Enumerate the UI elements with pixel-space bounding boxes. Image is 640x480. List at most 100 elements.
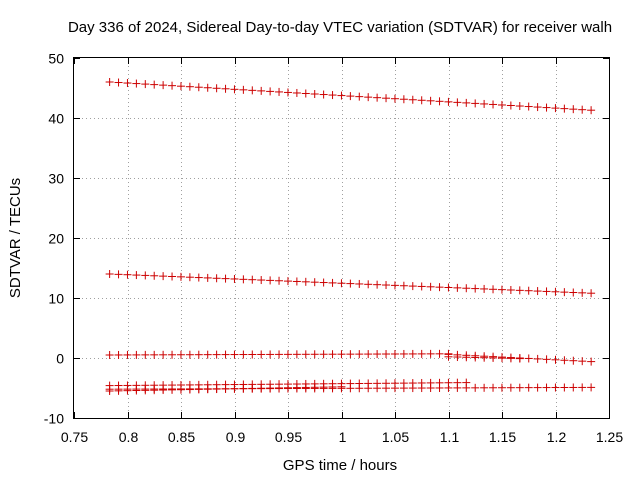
- data-point: [168, 272, 177, 281]
- data-point: [426, 384, 435, 392]
- data-point: [301, 350, 310, 359]
- data-point: [230, 384, 239, 393]
- data-point: [417, 282, 426, 291]
- data-point: [301, 277, 310, 286]
- data-point: [132, 386, 141, 395]
- data-point: [542, 287, 551, 296]
- data-point: [185, 82, 194, 91]
- data-point: [408, 384, 417, 393]
- data-point: [141, 80, 150, 89]
- data-point: [248, 275, 257, 284]
- data-point: [453, 98, 462, 107]
- data-point: [159, 350, 168, 359]
- data-point: [266, 384, 275, 393]
- data-point: [480, 383, 489, 392]
- data-point: [524, 354, 533, 363]
- data-point: [382, 281, 391, 290]
- data-point: [346, 384, 355, 393]
- data-point: [230, 274, 239, 283]
- data-point: [533, 287, 542, 296]
- data-point: [444, 352, 453, 361]
- data-point: [355, 384, 364, 393]
- data-point: [435, 383, 444, 392]
- data-point: [489, 285, 498, 294]
- data-point: [399, 95, 408, 104]
- data-point: [390, 94, 399, 103]
- data-point: [462, 98, 471, 107]
- data-point: [426, 96, 435, 105]
- data-point: [194, 83, 203, 92]
- data-point: [578, 357, 587, 366]
- data-point: [453, 383, 462, 392]
- data-point: [123, 79, 132, 88]
- data-point: [489, 353, 498, 362]
- data-point: [319, 350, 328, 359]
- data-point: [355, 92, 364, 101]
- data-point: [515, 383, 524, 392]
- data-point: [292, 350, 301, 359]
- data-point: [194, 350, 203, 359]
- data-point: [230, 85, 239, 94]
- data-point: [435, 97, 444, 106]
- data-point: [417, 96, 426, 105]
- data-point: [168, 385, 177, 394]
- x-tick-label: 1.1: [440, 429, 460, 445]
- data-point: [310, 278, 319, 287]
- grid-lines: [74, 58, 609, 418]
- data-point: [203, 273, 212, 282]
- data-point: [444, 283, 453, 292]
- data-point: [399, 281, 408, 290]
- data-point: [176, 350, 185, 359]
- data-point: [221, 384, 230, 393]
- y-tick-label: 40: [48, 111, 64, 127]
- data-point: [551, 287, 560, 296]
- data-points: [105, 78, 596, 395]
- data-point: [471, 383, 480, 392]
- data-point: [337, 382, 346, 391]
- data-point: [497, 285, 506, 294]
- data-point: [364, 93, 373, 102]
- data-point: [319, 383, 328, 392]
- data-point: [506, 286, 515, 294]
- data-point: [257, 86, 266, 95]
- data-point: [471, 99, 480, 108]
- data-point: [373, 350, 382, 359]
- data-point: [194, 385, 203, 394]
- data-point: [275, 383, 284, 392]
- data-point: [364, 280, 373, 289]
- data-point: [328, 350, 337, 359]
- x-tick-label: 0.95: [275, 429, 302, 445]
- data-point: [542, 383, 551, 392]
- data-point: [587, 383, 596, 392]
- data-point: [578, 383, 587, 392]
- x-tick-label: 0.75: [61, 429, 88, 445]
- plot-frame: [73, 57, 610, 419]
- data-point: [194, 273, 203, 282]
- data-point: [105, 270, 114, 278]
- data-point: [435, 283, 444, 292]
- data-point: [257, 384, 266, 393]
- data-point: [123, 270, 132, 279]
- data-point: [283, 277, 292, 286]
- data-point: [132, 271, 141, 280]
- y-tick-label: 20: [48, 231, 64, 247]
- data-point: [141, 350, 150, 359]
- data-point: [569, 383, 578, 392]
- data-point: [497, 100, 506, 109]
- data-point: [587, 106, 596, 115]
- data-point: [382, 384, 391, 393]
- data-point: [319, 278, 328, 287]
- data-point: [212, 274, 221, 283]
- data-point: [275, 87, 284, 96]
- axis-ticks: [74, 58, 610, 419]
- data-point: [185, 273, 194, 282]
- data-point: [515, 286, 524, 295]
- data-point: [408, 349, 417, 358]
- data-point: [524, 102, 533, 111]
- data-point: [515, 354, 524, 363]
- data-point: [168, 81, 177, 90]
- y-tick-labels: -10 0 10 20 30 40 50: [44, 51, 64, 427]
- data-point: [310, 350, 319, 359]
- data-point: [150, 80, 159, 89]
